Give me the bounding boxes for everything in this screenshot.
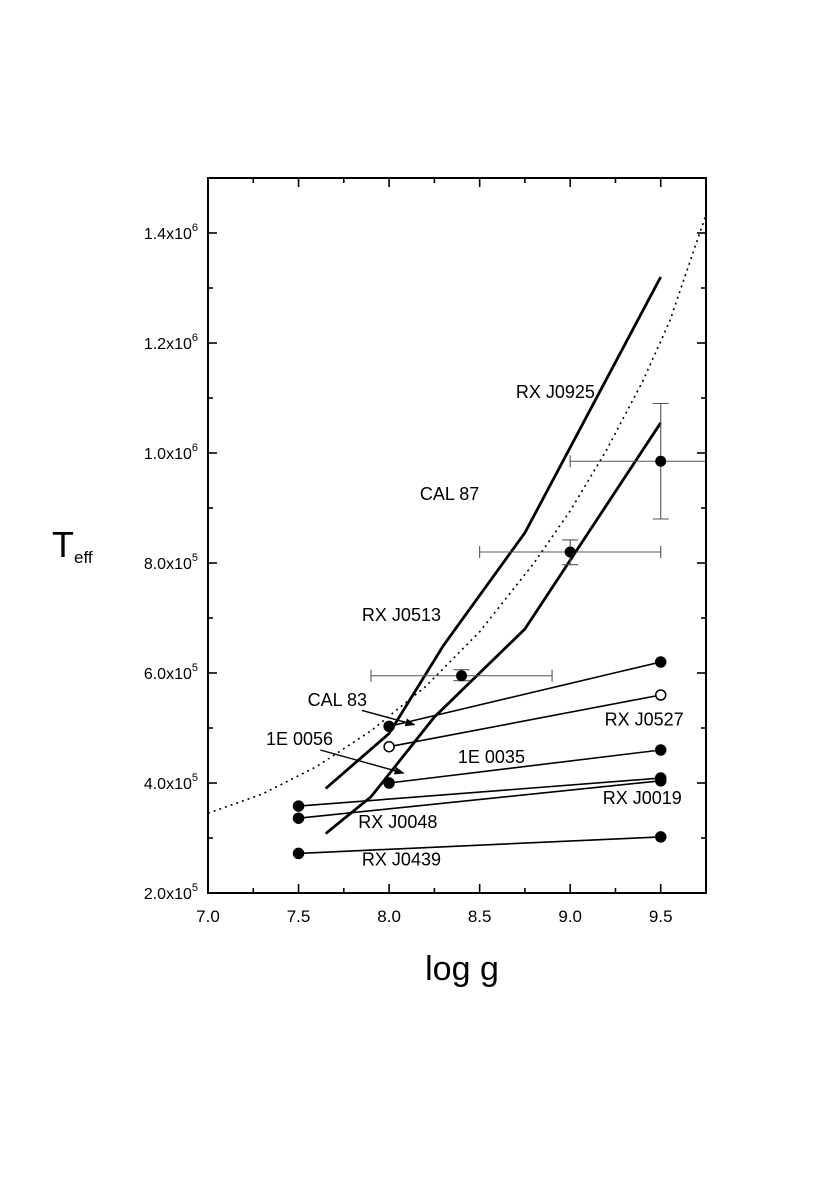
y-tick-label-1: 2.0x105 bbox=[144, 882, 198, 903]
annotation-label-1: RX J0925 bbox=[516, 382, 595, 402]
y-tick-exponent: 5 bbox=[192, 552, 198, 564]
x-tick-label-1: 7.0 bbox=[196, 907, 220, 926]
annotation-arrow-2 bbox=[320, 749, 405, 775]
track-line-1 bbox=[388, 661, 661, 728]
dotted-limit-curve bbox=[208, 212, 706, 815]
y-tick-mantissa: 2.0x10 bbox=[144, 886, 192, 903]
errorbar-point-1 bbox=[655, 455, 667, 467]
track-end-point-1 bbox=[654, 656, 667, 668]
track-start-point-2 bbox=[383, 740, 395, 753]
annotation-label-5: 1E 0056 bbox=[266, 729, 333, 749]
x-tick-label-5: 9.0 bbox=[558, 907, 582, 926]
y-tick-label-5: 1.0x106 bbox=[144, 442, 198, 463]
y-axis-title: Teff bbox=[52, 524, 93, 567]
track-end-point-2 bbox=[654, 689, 667, 701]
track-start-point-3 bbox=[383, 777, 395, 789]
axes-layer bbox=[207, 177, 707, 894]
annotations-layer: RX J0925 CAL 87 RX J0513 CAL 83 1E 0056 1E 00… bbox=[266, 382, 684, 870]
annotation-label-8: RX J0019 bbox=[603, 788, 682, 808]
y-tick-label-3: 6.0x105 bbox=[144, 662, 198, 683]
track-start-point-6 bbox=[292, 847, 305, 860]
track-end-point-6 bbox=[654, 831, 667, 843]
y-tick-exponent: 6 bbox=[192, 222, 198, 234]
x-tick-label-4: 8.5 bbox=[468, 907, 492, 926]
y-tick-mantissa: 6.0x10 bbox=[144, 666, 192, 683]
errorbar-point-3 bbox=[456, 670, 468, 682]
y-tick-label-2: 4.0x105 bbox=[144, 772, 198, 793]
x-axis-title: log g bbox=[425, 950, 499, 988]
annotation-arrow-1 bbox=[361, 709, 416, 727]
annotation-label-9: RX J0048 bbox=[358, 812, 437, 832]
track-end-point-5 bbox=[654, 775, 667, 787]
annotation-label-2: CAL 87 bbox=[420, 484, 479, 504]
track-line-6 bbox=[298, 836, 661, 855]
plot-frame bbox=[207, 177, 707, 894]
ticks-layer: 7.0 7.5 8.0 8.5 9.0 9.52.0x1054.0x1056.0x1058… bbox=[144, 177, 707, 926]
annotation-label-7: RX J0527 bbox=[605, 709, 684, 729]
thick-curve-1 bbox=[324, 276, 662, 790]
y-tick-exponent: 5 bbox=[192, 772, 198, 784]
points-layer bbox=[292, 455, 667, 860]
x-tick-label-6: 9.5 bbox=[649, 907, 673, 926]
thick-curve-2 bbox=[324, 422, 662, 835]
lines-layer bbox=[298, 661, 661, 855]
y-tick-mantissa: 4.0x10 bbox=[144, 776, 192, 793]
y-tick-mantissa: 1.0x10 bbox=[144, 446, 192, 463]
y-tick-exponent: 5 bbox=[192, 662, 198, 674]
x-tick-label-2: 7.5 bbox=[287, 907, 311, 926]
errorbar-point-2 bbox=[564, 546, 576, 558]
y-tick-label-4: 8.0x105 bbox=[144, 552, 198, 573]
y-tick-mantissa: 1.4x10 bbox=[144, 226, 192, 243]
track-line-2 bbox=[388, 694, 661, 748]
x-tick-label-3: 8.0 bbox=[377, 907, 401, 926]
annotation-label-10: RX J0439 bbox=[362, 850, 441, 870]
y-tick-exponent: 5 bbox=[192, 882, 198, 894]
y-tick-exponent: 6 bbox=[192, 332, 198, 344]
track-end-point-3 bbox=[654, 744, 667, 756]
track-start-point-1 bbox=[383, 720, 395, 733]
annotation-label-3: RX J0513 bbox=[362, 605, 441, 625]
track-line-3 bbox=[388, 749, 661, 784]
y-tick-exponent: 6 bbox=[192, 442, 198, 454]
y-tick-label-6: 1.2x106 bbox=[144, 332, 198, 353]
y-tick-label-7: 1.4x106 bbox=[144, 222, 198, 243]
annotation-label-6: 1E 0035 bbox=[458, 747, 525, 767]
y-axis-title-subscript: eff bbox=[74, 548, 93, 567]
track-start-point-4 bbox=[292, 800, 305, 812]
errorbars-layer bbox=[370, 402, 706, 682]
annotation-label-4: CAL 83 bbox=[308, 690, 367, 710]
y-tick-mantissa: 8.0x10 bbox=[144, 556, 192, 573]
y-axis-title-main: T bbox=[52, 524, 74, 565]
track-line-5 bbox=[298, 780, 661, 819]
y-tick-mantissa: 1.2x10 bbox=[144, 336, 192, 353]
track-start-point-5 bbox=[292, 812, 305, 824]
track-line-4 bbox=[298, 777, 661, 807]
